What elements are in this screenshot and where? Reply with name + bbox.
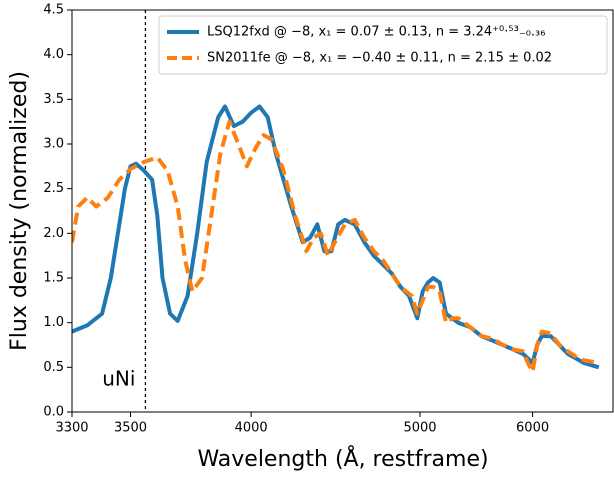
annotation: uNi [102, 367, 135, 391]
legend-box [158, 15, 608, 75]
y-tick-label: 0.0 [43, 405, 64, 420]
y-tick-label: 0.5 [43, 360, 64, 375]
y-tick-label: 3.5 [43, 92, 64, 107]
y-tick-label: 4.5 [43, 3, 64, 18]
x-tick-label: 3300 [55, 421, 88, 436]
y-tick-label: 3.0 [43, 137, 64, 152]
series-line [72, 119, 600, 374]
y-axis-label: Flux density (normalized) [7, 71, 32, 351]
x-tick-label: 6000 [516, 421, 549, 436]
legend-label: LSQ12fxd @ −8, x₁ = 0.07 ± 0.13, n = 3.2… [207, 25, 545, 40]
x-tick-label: 3500 [114, 421, 147, 436]
y-tick-label: 1.0 [43, 315, 64, 330]
y-tick-label: 4.0 [43, 47, 64, 62]
x-tick-label: 5000 [403, 421, 436, 436]
legend-label: SN2011fe @ −8, x₁ = −0.40 ± 0.11, n = 2.… [207, 51, 552, 66]
x-axis-label: Wavelength (Å, restframe) [197, 445, 488, 472]
x-tick-label: 4000 [235, 421, 268, 436]
plot-frame [71, 9, 614, 413]
y-tick-label: 2.5 [43, 181, 64, 196]
series-line [72, 104, 600, 370]
y-tick-label: 2.0 [43, 226, 64, 241]
y-tick-label: 1.5 [43, 271, 64, 286]
